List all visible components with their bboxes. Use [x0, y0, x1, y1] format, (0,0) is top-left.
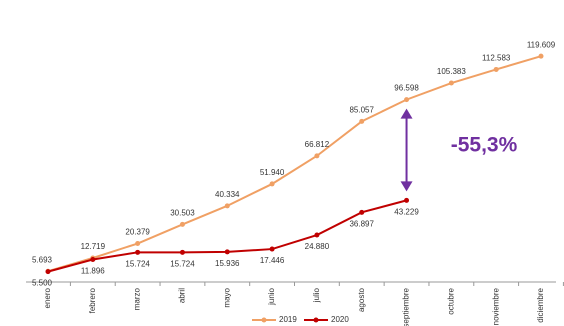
arrow-head	[400, 108, 413, 119]
data-label: 5.500	[32, 279, 53, 288]
x-tick-label: septiembre	[402, 287, 411, 326]
data-label: 40.334	[215, 190, 240, 199]
data-label: 20.379	[125, 228, 150, 237]
data-point	[359, 209, 365, 215]
data-point	[269, 181, 275, 187]
x-tick-label: febrero	[88, 287, 97, 313]
data-point	[135, 249, 141, 255]
data-point	[538, 53, 544, 59]
arrow-head	[400, 181, 413, 192]
legend-item: 2019	[252, 315, 297, 324]
legend-label: 2020	[331, 315, 349, 324]
data-point	[179, 249, 185, 255]
data-label: 85.057	[349, 106, 374, 115]
data-label: 15.724	[125, 259, 150, 268]
x-tick-label: junio	[267, 287, 276, 305]
data-point	[448, 80, 454, 86]
data-label: 96.598	[394, 84, 419, 93]
legend-marker	[313, 317, 319, 323]
data-label: 5.693	[32, 255, 53, 264]
data-point	[314, 232, 320, 238]
series-line	[47, 55, 542, 273]
data-label: 105.383	[437, 67, 466, 76]
data-label: 30.503	[170, 209, 195, 218]
data-point	[493, 66, 499, 72]
data-label: 12.719	[81, 242, 106, 251]
x-tick-label: diciembre	[536, 287, 545, 322]
data-point	[314, 153, 320, 159]
x-tick-label: marzo	[133, 287, 142, 310]
annotation: -55,3%	[451, 134, 518, 157]
data-label: 15.724	[170, 259, 195, 268]
data-point	[179, 221, 185, 227]
data-label: 11.896	[81, 267, 105, 276]
legend-marker	[261, 317, 267, 323]
data-point	[404, 197, 410, 203]
data-label: 15.936	[215, 259, 240, 268]
data-point	[45, 269, 51, 275]
data-label: 112.583	[482, 54, 511, 63]
data-label: 24.880	[305, 242, 330, 251]
data-point	[269, 246, 275, 252]
data-label: 66.812	[305, 140, 330, 149]
legend-label: 2019	[279, 315, 297, 324]
data-label: 43.229	[394, 207, 419, 216]
x-tick-label: abril	[178, 288, 187, 303]
data-label: 36.897	[349, 219, 374, 228]
x-tick-label: octubre	[446, 287, 455, 314]
data-point	[224, 203, 230, 209]
data-point	[404, 97, 410, 103]
data-point	[135, 241, 141, 247]
x-tick-label: julio	[312, 287, 321, 303]
x-tick-label: enero	[43, 287, 52, 308]
data-point	[90, 257, 96, 263]
data-point	[224, 249, 230, 255]
data-label: 51.940	[260, 168, 285, 177]
legend-item: 2020	[304, 315, 349, 324]
data-point	[359, 118, 365, 124]
x-tick-label: mayo	[222, 287, 231, 307]
data-label: 17.446	[260, 256, 285, 265]
data-label: 119.609	[527, 40, 556, 49]
x-tick-label: agosto	[357, 287, 366, 312]
x-tick-label: noviembre	[491, 287, 500, 325]
